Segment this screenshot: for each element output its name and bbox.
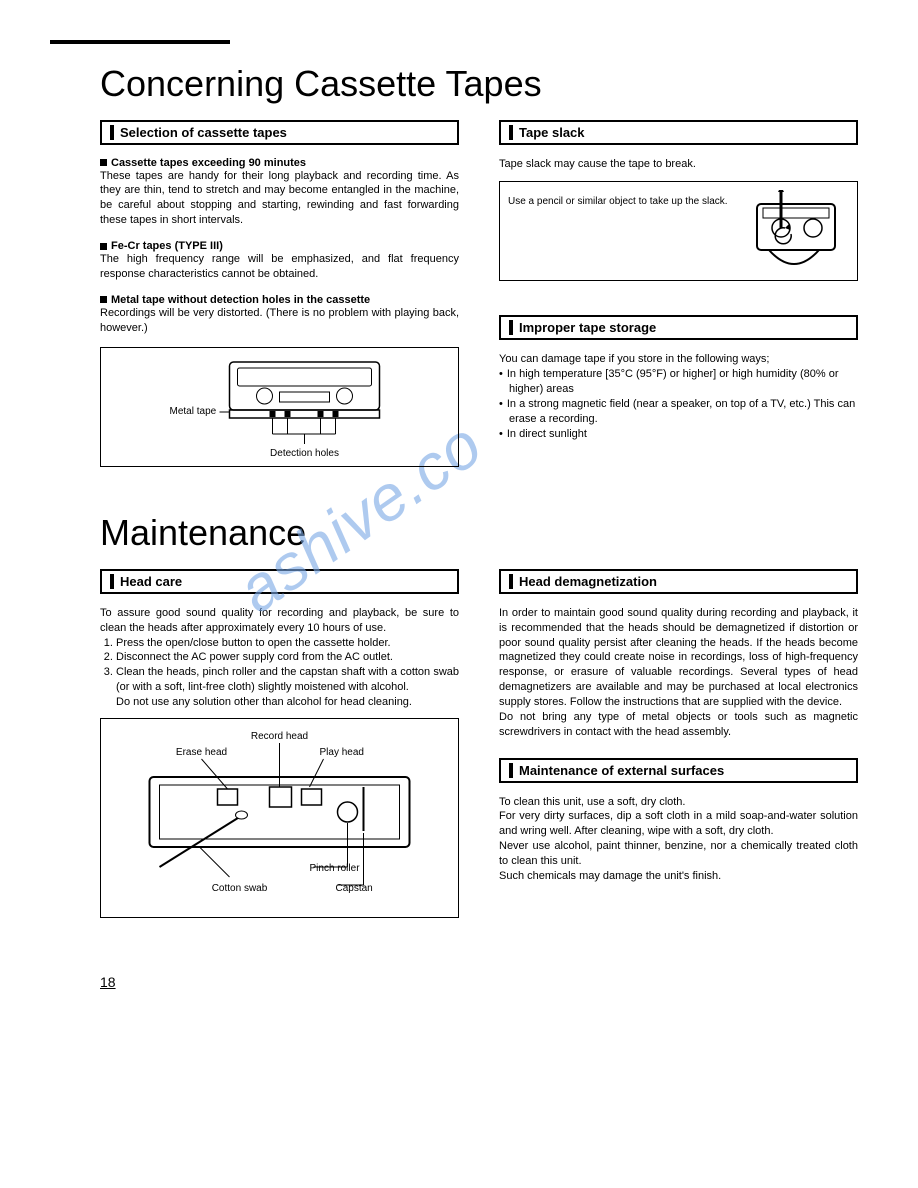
header-head-care-label: Head care: [120, 574, 182, 589]
header-ext-surfaces: Maintenance of external surfaces: [499, 758, 858, 783]
list-improper-storage: In high temperature [35°C (95°F) or high…: [499, 367, 858, 441]
body-demag: In order to maintain good sound quality …: [499, 606, 858, 710]
head-care-svg: Record head Erase head Play head: [109, 727, 450, 911]
step-1: Press the open/close button to open the …: [116, 636, 459, 651]
bullet-sunlight: In direct sunlight: [499, 427, 858, 442]
figure-head-care: Record head Erase head Play head: [100, 718, 459, 918]
intro-tape-slack: Tape slack may cause the tape to break.: [499, 157, 858, 172]
ext-b4: Such chemicals may damage the unit's fin…: [499, 869, 858, 884]
col-right-1: Tape slack Tape slack may cause the tape…: [499, 120, 858, 484]
subhead-fecr-label: Fe-Cr tapes (TYPE III): [111, 240, 223, 252]
col-left-1: Selection of cassette tapes Cassette tap…: [100, 120, 459, 484]
bullet-temp: In high temperature [35°C (95°F) or high…: [499, 367, 858, 397]
step-3: Clean the heads, pinch roller and the ca…: [116, 665, 459, 695]
body-demag-2: Do not bring any type of metal objects o…: [499, 710, 858, 740]
ext-b2: For very dirty surfaces, dip a soft clot…: [499, 809, 858, 839]
label-metal-tape: Metal tape: [170, 406, 217, 417]
header-improper-storage: Improper tape storage: [499, 315, 858, 340]
label-cotton-swab: Cotton swab: [212, 883, 268, 894]
header-improper-storage-label: Improper tape storage: [519, 320, 656, 335]
header-ext-surfaces-label: Maintenance of external surfaces: [519, 763, 724, 778]
block-fecr: Fe-Cr tapes (TYPE III) The high frequenc…: [100, 240, 459, 282]
ext-b3: Never use alcohol, paint thinner, benzin…: [499, 839, 858, 869]
figure-pencil-slack: Use a pencil or similar object to take u…: [499, 181, 858, 281]
page-number: 18: [100, 974, 858, 990]
columns-row-1: Selection of cassette tapes Cassette tap…: [100, 120, 858, 484]
header-tape-slack-label: Tape slack: [519, 125, 585, 140]
col-right-2: Head demagnetization In order to maintai…: [499, 569, 858, 934]
intro-head-care: To assure good sound quality for recordi…: [100, 606, 459, 636]
label-detection-holes: Detection holes: [270, 448, 339, 459]
subhead-fecr: Fe-Cr tapes (TYPE III): [100, 240, 459, 252]
header-head-care: Head care: [100, 569, 459, 594]
col-left-2: Head care To assure good sound quality f…: [100, 569, 459, 934]
pencil-cassette-svg: [739, 190, 849, 274]
header-demag: Head demagnetization: [499, 569, 858, 594]
header-tape-slack: Tape slack: [499, 120, 858, 145]
header-demag-label: Head demagnetization: [519, 574, 657, 589]
label-play-head: Play head: [320, 747, 364, 758]
intro-improper-storage: You can damage tape if you store in the …: [499, 352, 858, 367]
step-2: Disconnect the AC power supply cord from…: [116, 650, 459, 665]
body-demag-2b: screwdrivers in contact with the head as…: [499, 726, 731, 738]
label-erase-head: Erase head: [176, 747, 227, 758]
body-metal: Recordings will be very distorted. (Ther…: [100, 306, 459, 336]
body-90min: These tapes are handy for their long pla…: [100, 169, 459, 228]
cassette-svg: Metal tape Detection holes: [109, 356, 450, 460]
title-cassette-tapes: Concerning Cassette Tapes: [100, 64, 858, 104]
ext-b1: To clean this unit, use a soft, dry clot…: [499, 795, 858, 810]
body-fecr: The high frequency range will be emphasi…: [100, 252, 459, 282]
label-pinch-roller: Pinch roller: [310, 863, 361, 874]
block-90min: Cassette tapes exceeding 90 minutes Thes…: [100, 157, 459, 228]
subhead-metal: Metal tape without detection holes in th…: [100, 294, 459, 306]
body-demag-2a: Do not bring any type of metal objects o…: [499, 711, 858, 723]
subhead-90min-label: Cassette tapes exceeding 90 minutes: [111, 157, 306, 169]
scan-artifact-bar: [50, 40, 230, 44]
label-record-head: Record head: [251, 731, 308, 742]
block-metal: Metal tape without detection holes in th…: [100, 294, 459, 336]
header-selection-label: Selection of cassette tapes: [120, 125, 287, 140]
subhead-90min: Cassette tapes exceeding 90 minutes: [100, 157, 459, 169]
title-maintenance: Maintenance: [100, 513, 858, 553]
caption-pencil: Use a pencil or similar object to take u…: [508, 190, 731, 208]
columns-row-2: Head care To assure good sound quality f…: [100, 569, 858, 934]
subhead-metal-label: Metal tape without detection holes in th…: [111, 294, 370, 306]
bullet-magnetic: In a strong magnetic field (near a speak…: [499, 397, 858, 427]
header-selection: Selection of cassette tapes: [100, 120, 459, 145]
figure-cassette-detection: Metal tape Detection holes: [100, 347, 459, 467]
list-head-care-steps: Press the open/close button to open the …: [100, 636, 459, 695]
note-alcohol: Do not use any solution other than alcoh…: [100, 695, 459, 710]
